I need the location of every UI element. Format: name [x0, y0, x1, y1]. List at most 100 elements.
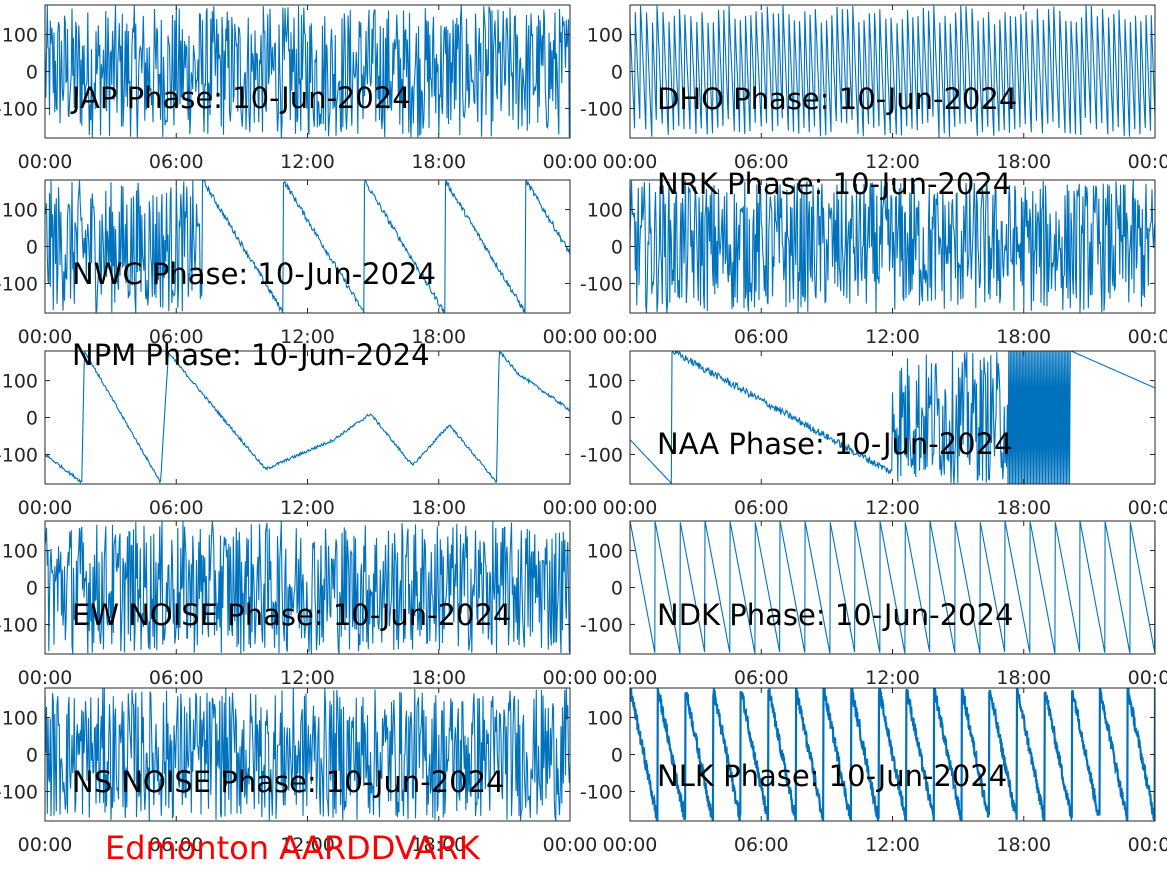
x-tick-label: 00:00	[603, 667, 658, 689]
y-tick-label: 0	[611, 578, 623, 600]
phase-panel: 100 0 -100 00:00 06:00 12:00 18:00 00:00 JAP Pha…	[0, 4, 598, 173]
y-tick-label: 0	[26, 745, 38, 767]
panel-title: NWC Phase: 10-Jun-2024	[72, 257, 436, 291]
y-tick-label: 0	[26, 578, 38, 600]
x-tick-label: 00:00	[1128, 326, 1167, 348]
y-tick-label: -100	[0, 444, 38, 466]
y-tick-label: 100	[587, 708, 623, 730]
x-tick-label: 12:00	[865, 667, 920, 689]
x-tick-label: 00:00	[543, 667, 598, 689]
phase-series-line	[45, 5, 570, 138]
y-tick-label: 100	[2, 708, 38, 730]
phase-panel: 100 0 -100 00:00 06:00 12:00 18:00 00:00 NPM Pha…	[0, 338, 597, 519]
phase-series-line	[630, 180, 1155, 313]
y-tick-label: 0	[611, 745, 623, 767]
x-tick-label: 12:00	[280, 151, 335, 173]
y-tick-label: 0	[611, 237, 623, 259]
x-tick-label: 18:00	[411, 497, 466, 519]
phase-panel: 100 0 -100 00:00 06:00 12:00 18:00 00:00 NWC Pha…	[0, 179, 597, 348]
x-tick-label: 18:00	[411, 326, 466, 348]
panel-title: NPM Phase: 10-Jun-2024	[72, 338, 430, 372]
y-tick-label: 0	[611, 62, 623, 84]
y-tick-label: -100	[580, 614, 623, 636]
panel-title: NRK Phase: 10-Jun-2024	[657, 167, 1011, 201]
x-tick-label: 00:00	[18, 497, 73, 519]
y-tick-label: 100	[2, 25, 38, 47]
y-tick-label: -100	[0, 781, 38, 803]
y-tick-label: 100	[587, 200, 623, 222]
x-tick-label: 06:00	[149, 834, 204, 856]
phase-panel: 100 0 -100 00:00 06:00 12:00 18:00 00:00 NRK Pha…	[580, 167, 1167, 348]
phase-series-line	[45, 521, 570, 654]
x-tick-label: 00:00	[603, 497, 658, 519]
x-tick-label: 00:00	[18, 326, 73, 348]
phase-panel: 100 0 -100 00:00 06:00 12:00 18:00 00:00 NS NOIS…	[0, 687, 598, 856]
phase-panel: 100 0 -100 00:00 06:00 12:00 18:00 00:00 DHO Pha…	[580, 4, 1167, 173]
x-tick-label: 00:00	[18, 151, 73, 173]
phase-series-line	[45, 688, 570, 821]
y-tick-label: 100	[2, 200, 38, 222]
x-tick-label: 18:00	[996, 834, 1051, 856]
x-tick-label: 00:00	[1128, 151, 1167, 173]
y-tick-label: -100	[580, 444, 623, 466]
x-tick-label: 18:00	[411, 834, 466, 856]
x-tick-label: 06:00	[734, 151, 789, 173]
panel-title: DHO Phase: 10-Jun-2024	[657, 82, 1017, 116]
x-tick-label: 12:00	[280, 497, 335, 519]
y-tick-label: -100	[0, 98, 38, 120]
panel-title: NLK Phase: 10-Jun-2024	[657, 759, 1007, 793]
phase-series-line	[630, 688, 1155, 821]
x-tick-label: 00:00	[1128, 834, 1167, 856]
x-tick-label: 12:00	[280, 667, 335, 689]
y-tick-label: 100	[587, 371, 623, 393]
y-tick-label: 100	[2, 371, 38, 393]
phase-series-line	[630, 521, 1155, 654]
panel-title: NAA Phase: 10-Jun-2024	[657, 427, 1013, 461]
x-tick-label: 06:00	[149, 497, 204, 519]
panel-title: EW NOISE Phase: 10-Jun-2024	[72, 598, 511, 632]
y-tick-label: 0	[611, 408, 623, 430]
x-tick-label: 06:00	[734, 497, 789, 519]
x-tick-label: 00:00	[603, 834, 658, 856]
x-tick-label: 12:00	[280, 326, 335, 348]
panel-title: NS NOISE Phase: 10-Jun-2024	[72, 765, 504, 799]
x-tick-label: 00:00	[1128, 497, 1167, 519]
phase-series-line	[630, 351, 1155, 484]
x-tick-label: 06:00	[149, 667, 204, 689]
x-tick-label: 06:00	[149, 151, 204, 173]
y-tick-label: 100	[2, 541, 38, 563]
x-tick-label: 00:00	[543, 497, 598, 519]
x-tick-label: 12:00	[865, 834, 920, 856]
x-tick-label: 06:00	[734, 667, 789, 689]
x-tick-label: 12:00	[865, 326, 920, 348]
y-tick-label: -100	[580, 273, 623, 295]
x-tick-label: 18:00	[996, 326, 1051, 348]
x-tick-label: 18:00	[996, 497, 1051, 519]
x-tick-label: 00:00	[18, 667, 73, 689]
x-tick-label: 00:00	[543, 151, 598, 173]
y-tick-label: -100	[580, 98, 623, 120]
station-footer-label: Edmonton AARDDVARK	[105, 829, 481, 867]
x-tick-label: 00:00	[1128, 667, 1167, 689]
x-tick-label: 12:00	[865, 497, 920, 519]
panel-title: JAP Phase: 10-Jun-2024	[70, 81, 411, 115]
x-tick-label: 18:00	[411, 667, 466, 689]
y-tick-label: 0	[26, 408, 38, 430]
x-tick-label: 18:00	[996, 151, 1051, 173]
y-tick-label: -100	[580, 781, 623, 803]
x-tick-label: 06:00	[734, 834, 789, 856]
phase-panel: 100 0 -100 00:00 06:00 12:00 18:00 00:00 EW NOIS…	[0, 520, 598, 689]
x-tick-label: 00:00	[603, 326, 658, 348]
phase-panel: 100 0 -100 00:00 06:00 12:00 18:00 00:00 NLK Pha…	[580, 687, 1167, 856]
x-tick-label: 06:00	[734, 326, 789, 348]
x-tick-label: 06:00	[149, 326, 204, 348]
x-tick-label: 00:00	[603, 151, 658, 173]
x-tick-label: 00:00	[543, 834, 598, 856]
phase-panel: 100 0 -100 00:00 06:00 12:00 18:00 00:00 NAA Pha…	[580, 350, 1167, 519]
phase-panel: 100 0 -100 00:00 06:00 12:00 18:00 00:00 NDK Pha…	[580, 520, 1167, 689]
x-tick-label: 18:00	[411, 151, 466, 173]
phase-series-line	[45, 180, 570, 313]
x-tick-label: 12:00	[865, 151, 920, 173]
y-tick-label: 100	[587, 25, 623, 47]
